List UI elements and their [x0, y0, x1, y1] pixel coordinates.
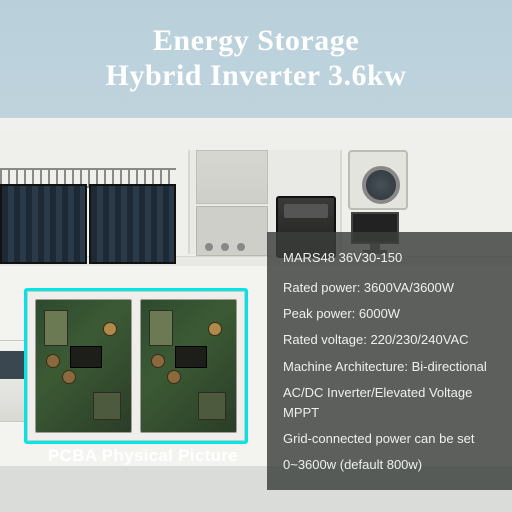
headline: Energy Storage Hybrid Inverter 3.6kw — [0, 24, 512, 93]
spec-line: AC/DC Inverter/Elevated Voltage MPPT — [283, 383, 498, 423]
pcba-frame — [24, 288, 248, 444]
spec-line: Rated voltage: 220/230/240VAC — [283, 330, 498, 350]
pcba-boards — [35, 299, 237, 433]
pcb-board-icon — [35, 299, 132, 433]
chip-icon — [175, 346, 207, 368]
capacitor-icon — [167, 370, 181, 384]
capacitor-icon — [62, 370, 76, 384]
capacitor-icon — [46, 354, 60, 368]
knob-icon — [205, 243, 213, 251]
washer-icon — [348, 150, 408, 210]
product-infographic: Energy Storage Hybrid Inverter 3.6kw — [0, 0, 512, 512]
capacitor-icon — [151, 354, 165, 368]
pcba-caption: PCBA Physical Picture — [48, 446, 238, 466]
knob-icon — [221, 243, 229, 251]
headline-line2: Hybrid Inverter 3.6kw — [0, 59, 512, 94]
spec-panel: MARS48 36V30-150 Rated power: 3600VA/360… — [267, 232, 512, 490]
pcb-board-icon — [140, 299, 237, 433]
spec-line: Rated power: 3600VA/3600W — [283, 278, 498, 298]
knob-icon — [237, 243, 245, 251]
capacitor-icon — [103, 322, 117, 336]
headline-line1: Energy Storage — [0, 24, 512, 59]
stove-icon — [196, 206, 268, 256]
spec-line: Grid-connected power can be set — [283, 429, 498, 449]
solar-panel-icon — [89, 184, 176, 264]
cabinet-icon — [196, 150, 268, 204]
spec-line: Machine Architecture: Bi-directional — [283, 357, 498, 377]
spec-model: MARS48 36V30-150 — [283, 248, 498, 268]
spec-line: 0~3600w (default 800w) — [283, 455, 498, 475]
capacitor-icon — [208, 322, 222, 336]
solar-panel-icon — [0, 184, 87, 264]
spec-line: Peak power: 6000W — [283, 304, 498, 324]
solar-panels — [0, 184, 176, 264]
chip-icon — [70, 346, 102, 368]
